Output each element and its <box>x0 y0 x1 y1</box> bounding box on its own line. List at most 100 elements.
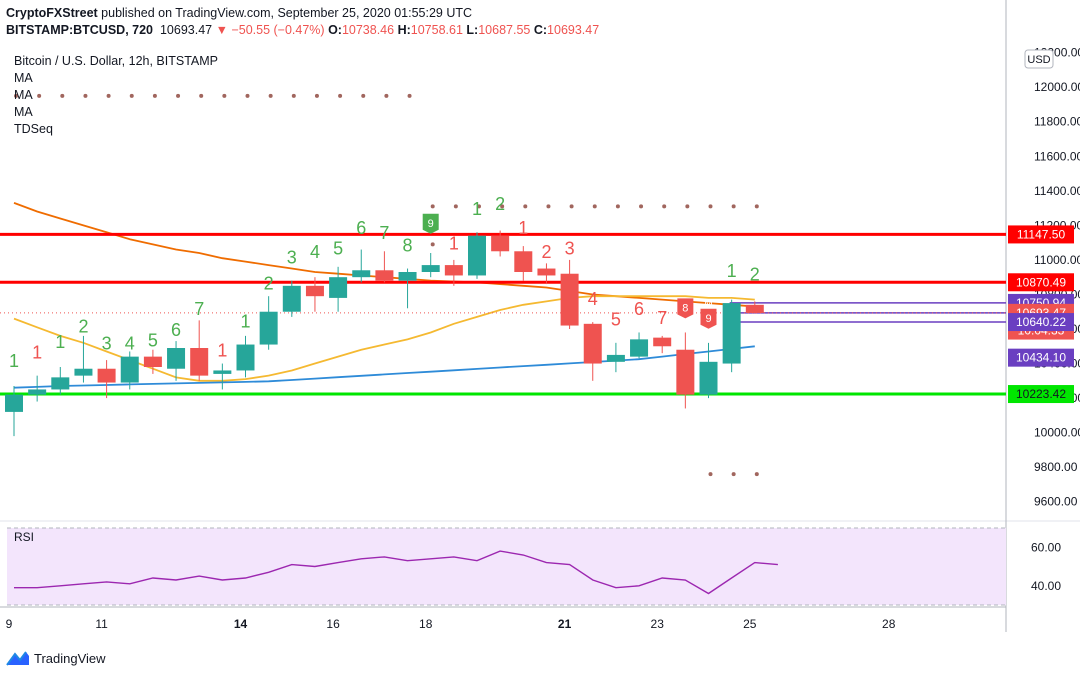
candle-body[interactable] <box>676 349 695 395</box>
rsi-line[interactable] <box>14 550 778 595</box>
candle-body[interactable] <box>28 389 47 395</box>
td-count-label: 5 <box>611 310 621 330</box>
candle-body[interactable] <box>514 251 533 272</box>
candle-body[interactable] <box>583 323 602 364</box>
candle-body[interactable] <box>630 339 649 357</box>
candle-body[interactable] <box>51 377 70 390</box>
close-label: C: <box>533 23 548 37</box>
candle-body[interactable] <box>259 311 278 345</box>
td-count-label: 6 <box>171 320 181 340</box>
candle-body[interactable] <box>143 356 162 367</box>
candle-body[interactable] <box>120 356 139 383</box>
td-dot <box>291 93 296 98</box>
td-dot <box>453 204 458 209</box>
candle-body[interactable] <box>190 348 209 376</box>
td-dot <box>37 93 42 98</box>
date-axis: 9 11 14 16 18 21 23 25 28 <box>6 617 896 631</box>
td-count-label: 2 <box>495 194 505 214</box>
td-dot <box>60 93 65 98</box>
candle-body[interactable] <box>375 270 394 281</box>
date-tick-label: 28 <box>882 617 896 631</box>
legend-indicator: MA <box>14 88 33 102</box>
arrow-down-icon: ▼ <box>215 23 228 37</box>
td-dot <box>384 93 389 98</box>
candle-body[interactable] <box>444 265 463 276</box>
level-price-label: 10640.22 <box>1016 315 1066 329</box>
candle-body[interactable] <box>560 273 579 326</box>
td-count-label: 4 <box>310 242 320 262</box>
candles <box>5 230 764 437</box>
candle-body[interactable] <box>97 368 116 383</box>
candle-body[interactable] <box>236 344 255 371</box>
open-label: O: <box>328 23 342 37</box>
price-tick-label: 11000.00 <box>1034 253 1080 267</box>
td-count-label: 2 <box>264 273 274 293</box>
td-count-label: 1 <box>217 341 227 361</box>
td-dot <box>268 93 273 98</box>
td-dot <box>708 472 713 477</box>
rsi-band <box>7 528 1006 605</box>
td-count-label: 7 <box>657 308 667 328</box>
resistance-price-label: 11147.50 <box>1017 227 1066 241</box>
tradingview-brand[interactable]: TradingView <box>34 650 106 666</box>
td-count-label: 1 <box>9 351 19 371</box>
td-dot <box>106 93 111 98</box>
td-dot <box>731 472 736 477</box>
td-flag-label: 9 <box>428 218 434 230</box>
td-dot <box>361 93 366 98</box>
resistance-price-label-bg <box>1008 225 1074 244</box>
price-labels: 11147.5010870.4910750.9410693.4710:04:33… <box>1008 225 1074 404</box>
candle-body[interactable] <box>5 394 23 412</box>
candle-body[interactable] <box>213 370 232 374</box>
level-price-label: 10434.10 <box>1016 351 1066 365</box>
candle-body[interactable] <box>74 368 93 376</box>
td-dot-rows <box>14 93 759 477</box>
candle-body[interactable] <box>537 268 556 276</box>
candle-body[interactable] <box>421 265 440 272</box>
td-dot <box>754 472 759 477</box>
candle-body[interactable] <box>606 354 625 362</box>
candle-body[interactable] <box>352 270 371 278</box>
td-count-label: 4 <box>588 289 598 309</box>
date-tick-label: 16 <box>326 617 340 631</box>
candle-body[interactable] <box>305 285 324 297</box>
candle-body[interactable] <box>745 304 764 313</box>
date-tick-label: 23 <box>651 617 665 631</box>
td-count-label: 5 <box>148 330 158 350</box>
tradingview-logo-icon <box>6 651 29 666</box>
publisher-name[interactable]: CryptoFXStreet <box>6 6 98 20</box>
td-dot <box>523 204 528 209</box>
td-dot <box>430 204 435 209</box>
candle-body[interactable] <box>329 277 348 298</box>
tradingview-footer: TradingView <box>6 648 106 668</box>
td-flag-marker <box>422 213 439 234</box>
td-count-label: 2 <box>541 242 551 262</box>
resistance-price-label-bg <box>1008 273 1074 292</box>
candle-body[interactable] <box>282 285 301 312</box>
td-count-label: 1 <box>472 199 482 219</box>
candle-body[interactable] <box>653 337 672 347</box>
td-dot <box>500 204 505 209</box>
td-dot <box>592 204 597 209</box>
price-tick-label: 9600.00 <box>1034 495 1078 509</box>
legend-indicator: MA <box>14 105 33 119</box>
candle-body[interactable] <box>722 303 741 364</box>
candle-body[interactable] <box>468 235 486 276</box>
candle-body[interactable] <box>398 272 417 281</box>
td-flag-marker <box>677 298 694 319</box>
last-price: 10693.47 <box>159 23 213 37</box>
chart-header: CryptoFXStreet published on TradingView.… <box>0 0 1080 44</box>
candle-body[interactable] <box>491 235 510 252</box>
td-dot <box>129 93 134 98</box>
candle-body[interactable] <box>699 361 718 395</box>
td-count-label: 6 <box>634 299 644 319</box>
currency-badge[interactable] <box>1024 49 1054 69</box>
td-dot <box>83 93 88 98</box>
td-dot <box>731 204 736 209</box>
td-dot <box>546 204 551 209</box>
candle-body[interactable] <box>167 348 186 369</box>
td-flag-marker <box>700 308 717 329</box>
rsi-label: RSI <box>14 530 34 544</box>
td-count-label: 1 <box>32 342 42 362</box>
